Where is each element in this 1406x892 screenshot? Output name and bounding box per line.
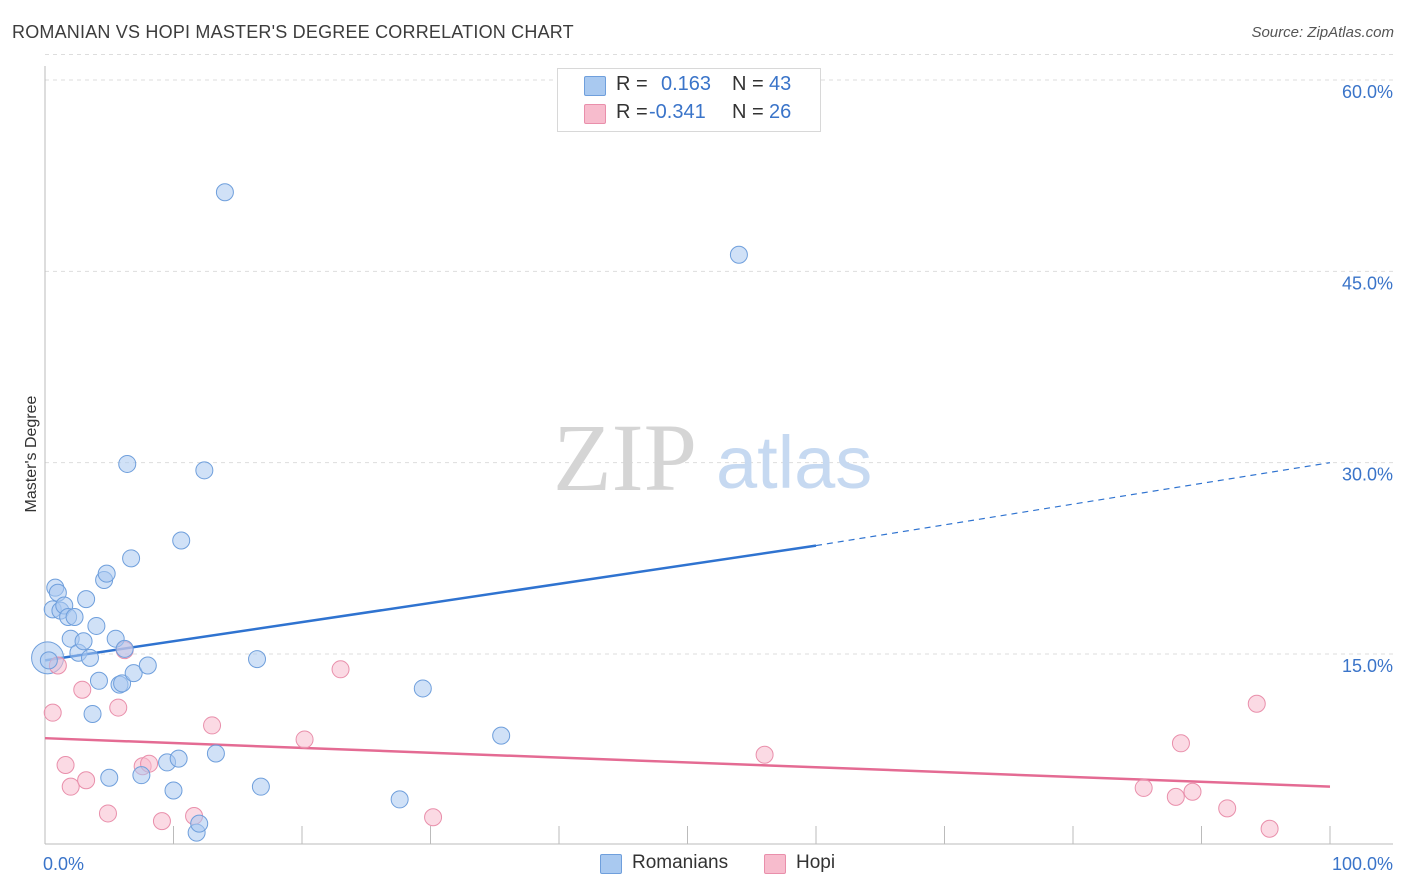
romanians-point (74, 632, 93, 651)
romanians-point (100, 768, 119, 787)
romanians-point (413, 679, 432, 698)
romanians-point (113, 674, 132, 693)
legend-n-label-romanians: N = (732, 73, 764, 95)
romanians-point (169, 749, 188, 768)
romanians-point (138, 656, 157, 675)
romanians-point (115, 639, 134, 658)
hopi-point (1134, 778, 1153, 797)
romanians-point (87, 616, 106, 635)
hopi-point (43, 703, 62, 722)
scatter-points (31, 183, 1279, 842)
romanians-point (132, 766, 151, 785)
y-tick-label: 15.0% (1342, 656, 1393, 676)
romanians-point (65, 608, 84, 627)
hopi-point (424, 808, 443, 827)
romanians-legend-label: Romanians (632, 852, 729, 873)
romanians-legend-swatch (600, 854, 622, 874)
trend-lines (44, 462, 1331, 788)
hopi-point (73, 680, 92, 699)
romanians-point (122, 549, 141, 568)
legend-n-value-romanians: 43 (769, 73, 792, 95)
hopi-point (1260, 819, 1279, 838)
romanians-point (251, 777, 270, 796)
romanians-point (77, 590, 96, 609)
romanians-point (97, 564, 116, 583)
legend-r-value-hopi: -0.341 (649, 101, 706, 123)
watermark-zip: ZIP (553, 404, 697, 511)
hopi-point (1166, 787, 1185, 806)
romanians-point (206, 744, 225, 763)
legend-r-label-hopi: R = (616, 101, 648, 123)
romanians-point (195, 461, 214, 480)
source-label: Source: ZipAtlas.com (1251, 24, 1394, 41)
romanians-point (80, 648, 99, 667)
hopi-point (331, 660, 350, 679)
hopi-point (1183, 782, 1202, 801)
x-tick-label-end: 100.0% (1332, 854, 1393, 874)
y-tick-label: 30.0% (1342, 465, 1393, 485)
gridlines (45, 53, 1393, 655)
hopi-point (109, 698, 128, 717)
legend: R = 0.163 N = 43 R = -0.341 N = 26 (557, 68, 821, 132)
hopi-point (203, 716, 222, 735)
romanians-point (124, 664, 143, 683)
romanians-trend-extension (815, 462, 1331, 547)
chart-title: ROMANIAN VS HOPI MASTER'S DEGREE CORRELA… (12, 22, 574, 42)
legend-r-label-romanians: R = (616, 73, 648, 95)
romanians-point (215, 183, 234, 202)
romanians-swatch (584, 76, 606, 96)
romanians-point (190, 814, 209, 833)
legend-r-value-romanians: 0.163 (661, 73, 712, 95)
hopi-legend-swatch (764, 854, 786, 874)
romanians-trend-line (44, 544, 817, 662)
hopi-point (1247, 694, 1266, 713)
hopi-point (152, 812, 171, 831)
hopi-point (98, 804, 117, 823)
romanians-point (39, 651, 58, 670)
tick-labels: 15.0% 30.0% 45.0% 60.0% 0.0% 100.0% (43, 82, 1393, 874)
y-tick-label: 45.0% (1342, 273, 1393, 293)
hopi-legend-label: Hopi (796, 852, 836, 873)
x-tick-label-start: 0.0% (43, 854, 84, 874)
romanians-point (164, 781, 183, 800)
y-tick-label: 60.0% (1342, 82, 1393, 102)
legend-n-value-hopi: 26 (769, 101, 792, 123)
legend-n-label-hopi: N = (732, 101, 764, 123)
hopi-point (56, 755, 75, 774)
romanians-point (492, 726, 511, 745)
romanians-point (118, 454, 137, 473)
romanians-point (83, 704, 102, 723)
hopi-point (755, 745, 774, 764)
hopi-point (1171, 734, 1190, 753)
hopi-point (295, 730, 314, 749)
romanians-point (390, 790, 409, 809)
romanians-point (172, 531, 191, 550)
romanians-point (248, 650, 267, 669)
romanians-point (729, 245, 748, 264)
hopi-point (77, 771, 96, 790)
watermark-atlas: atlas (716, 421, 872, 504)
romanians-point (89, 671, 108, 690)
hopi-swatch (584, 104, 606, 124)
hopi-trend-line (44, 736, 1331, 788)
hopi-point (1218, 799, 1237, 818)
hopi-point (61, 777, 80, 796)
watermark: ZIP atlas (553, 404, 872, 511)
y-axis-label: Master's Degree (23, 395, 40, 513)
